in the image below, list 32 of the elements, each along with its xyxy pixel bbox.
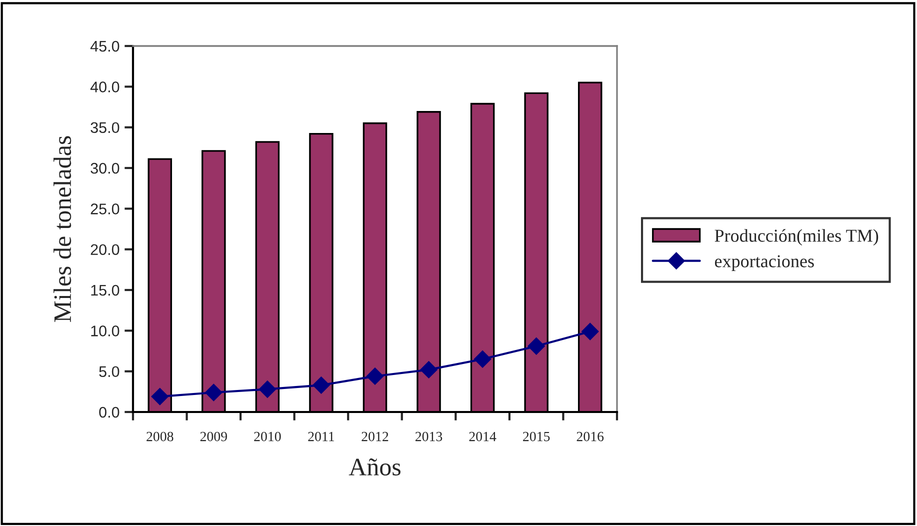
y-tick-label: 15.0	[91, 284, 120, 296]
point	[312, 376, 330, 394]
x-tick-label: 2015	[523, 432, 550, 442]
x-tick-label: 2009	[200, 432, 227, 442]
point	[420, 361, 438, 378]
point	[205, 384, 222, 402]
point	[582, 322, 599, 340]
point	[366, 368, 384, 385]
y-tick-label: 40.0	[90, 82, 120, 92]
legend-label: exportaciones	[714, 255, 814, 271]
y-axis-title: Miles de toneladas	[54, 136, 72, 322]
x-axis-title: Años	[348, 458, 400, 476]
y-tick-label: 35.0	[90, 122, 120, 134]
legend-label: Producción(miles TM)	[714, 229, 878, 246]
y-tick-label: 20.0	[90, 244, 120, 256]
y-tick-label: 0.0	[99, 406, 120, 418]
x-tick-label: 2010	[254, 432, 281, 442]
point	[474, 350, 492, 368]
point	[151, 388, 168, 406]
point	[528, 338, 545, 355]
y-tick-label: 10.0	[91, 326, 120, 336]
y-tick-label: 30.0	[90, 162, 120, 174]
x-tick-label: 2014	[469, 432, 496, 442]
y-tick-label: 25.0	[90, 204, 120, 214]
point	[258, 380, 276, 398]
x-tick-label: 2008	[146, 432, 174, 442]
y-tick-label: 45.0	[90, 40, 120, 52]
y-tick-label: 5.0	[99, 366, 120, 378]
x-tick-label: 2011	[308, 432, 334, 442]
x-tick-label: 2016	[576, 432, 604, 442]
x-tick-label: 2013	[416, 432, 442, 442]
x-tick-label: 2012	[362, 432, 388, 442]
